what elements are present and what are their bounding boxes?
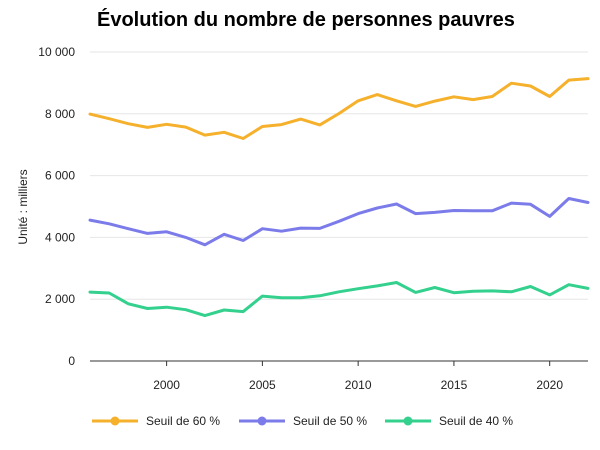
legend-marker — [403, 416, 413, 426]
legend-marker — [257, 416, 267, 426]
legend-label: Seuil de 50 % — [293, 414, 367, 428]
series-line — [88, 197, 590, 247]
series-lines — [88, 77, 590, 318]
legend-label: Seuil de 40 % — [439, 414, 513, 428]
legend-marker — [110, 416, 120, 426]
y-tick-label: 6 000 — [45, 169, 75, 183]
y-tick-label: 4 000 — [45, 230, 75, 244]
legend-label: Seuil de 60 % — [146, 414, 220, 428]
legend-item[interactable]: Seuil de 50 % — [239, 414, 367, 428]
y-tick-label: 2 000 — [45, 292, 75, 306]
x-tick-label: 2020 — [536, 378, 563, 392]
x-axis-ticks: 2000 2005 2010 2015 2020 — [153, 361, 563, 392]
series-line — [88, 281, 590, 318]
legend-item[interactable]: Seuil de 60 % — [92, 414, 220, 428]
gridlines — [90, 51, 588, 362]
legend: Seuil de 60 % Seuil de 50 % Seuil de 40 % — [92, 414, 513, 428]
chart-title: Évolution du nombre de personnes pauvres — [97, 8, 515, 31]
y-tick-label: 10 000 — [38, 45, 75, 59]
y-axis-label: Unité : milliers — [16, 169, 30, 244]
x-tick-label: 2015 — [441, 378, 468, 392]
legend-item[interactable]: Seuil de 40 % — [385, 414, 513, 428]
x-tick-label: 2000 — [153, 378, 180, 392]
x-tick-label: 2005 — [249, 378, 276, 392]
y-tick-label: 8 000 — [45, 107, 75, 121]
x-tick-label: 2010 — [345, 378, 372, 392]
series-line — [88, 77, 590, 140]
y-tick-label: 0 — [68, 354, 75, 368]
y-axis-ticks: 0 2 000 4 000 6 000 8 000 10 000 — [38, 45, 75, 368]
